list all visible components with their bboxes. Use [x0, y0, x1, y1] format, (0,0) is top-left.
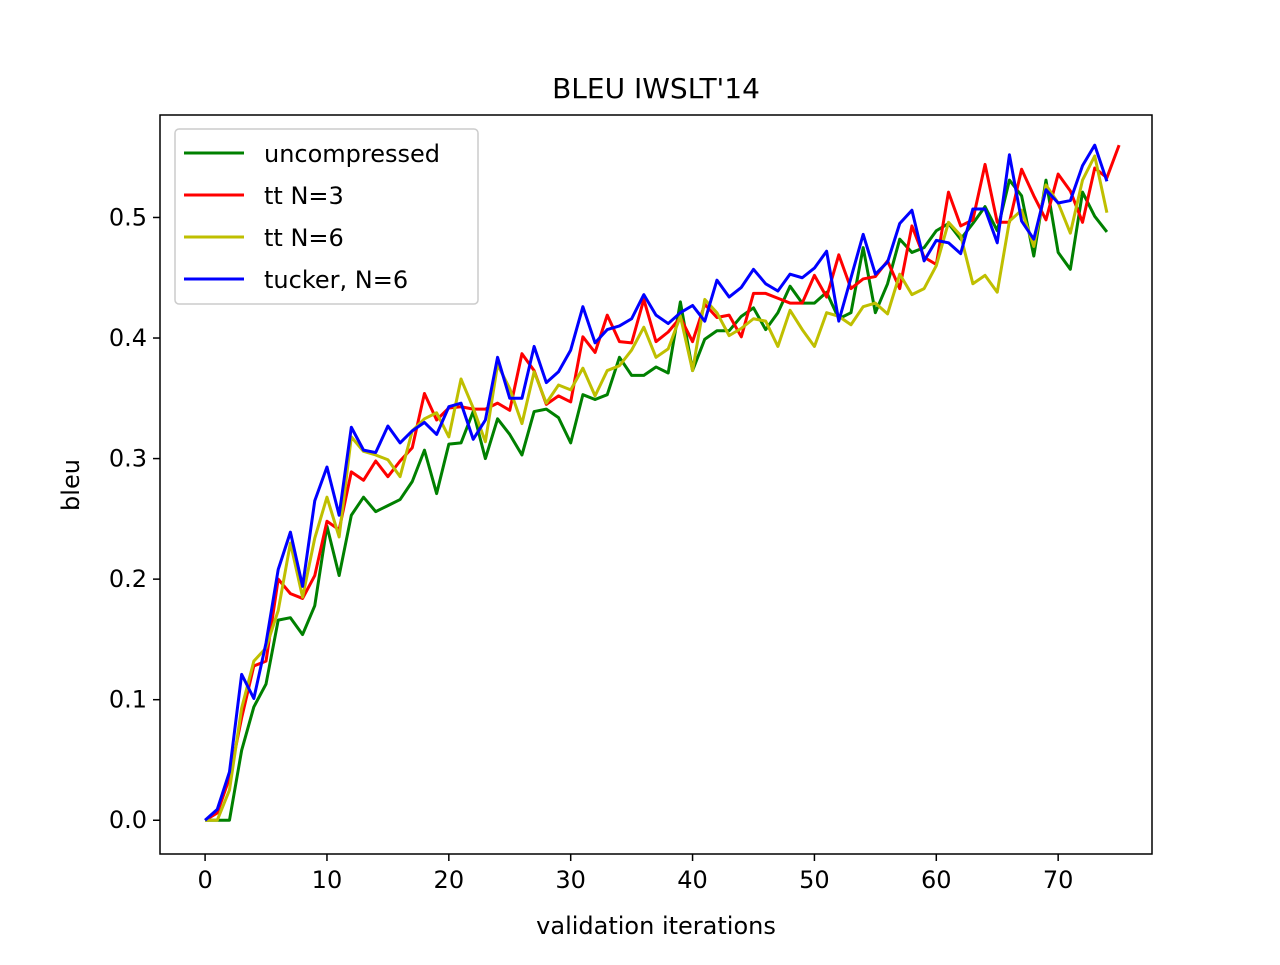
- chart-title: BLEU IWSLT'14: [552, 72, 760, 105]
- x-tick-label: 0: [197, 866, 212, 894]
- legend-label: tt N=3: [264, 182, 344, 210]
- y-tick-label: 0.5: [109, 203, 147, 231]
- x-axis-label: validation iterations: [536, 912, 776, 940]
- y-axis-label: bleu: [57, 459, 85, 511]
- series-line-tt-n-3: [204, 144, 1121, 822]
- series-line-uncompressed: [205, 178, 1109, 822]
- x-tick-label: 70: [1043, 866, 1074, 894]
- series-line-tt-n-6: [205, 154, 1109, 822]
- y-tick-label: 0.0: [109, 806, 147, 834]
- x-tick-label: 60: [921, 866, 952, 894]
- x-axis: 0 10 20 30 40 50 60 70: [197, 854, 1073, 894]
- x-tick-label: 40: [677, 866, 708, 894]
- x-tick-label: 10: [312, 866, 343, 894]
- legend-label: tt N=6: [264, 224, 344, 252]
- series-line-tucker-n-6: [204, 143, 1109, 822]
- y-tick-label: 0.2: [109, 565, 147, 593]
- y-tick-label: 0.3: [109, 445, 147, 473]
- x-tick-label: 50: [799, 866, 830, 894]
- series-layer: [204, 143, 1121, 822]
- x-tick-label: 30: [555, 866, 586, 894]
- y-tick-label: 0.1: [109, 686, 147, 714]
- legend-label: tucker, N=6: [264, 266, 408, 294]
- y-tick-label: 0.4: [109, 324, 147, 352]
- legend: uncompressed tt N=3 tt N=6 tucker, N=6: [174, 128, 479, 305]
- legend-label: uncompressed: [264, 140, 440, 168]
- y-axis: 0.0 0.1 0.2 0.3 0.4 0.5: [109, 203, 160, 834]
- legend-frame: [174, 128, 479, 305]
- x-tick-label: 20: [434, 866, 465, 894]
